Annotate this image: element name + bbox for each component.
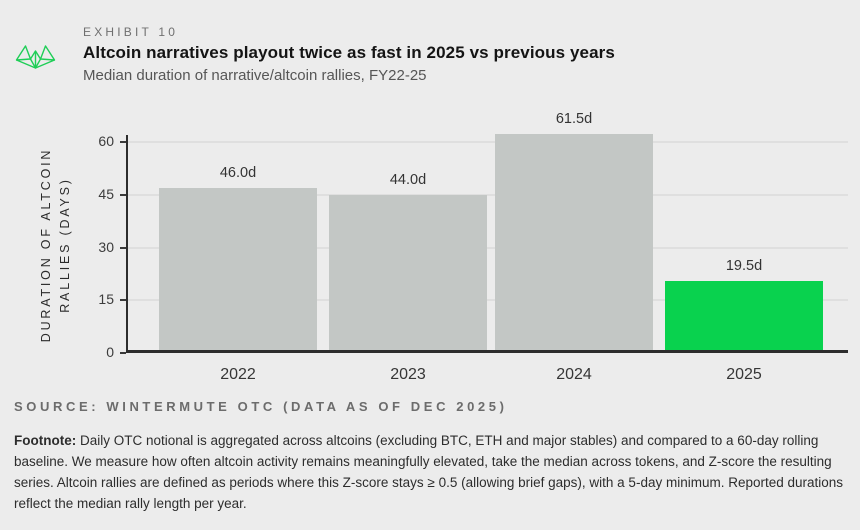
bar-2023 [329, 195, 487, 350]
value-label-2023: 44.0d [389, 172, 427, 189]
y-tick-mark-15 [120, 299, 126, 302]
y-tick-label-45: 45 [98, 185, 114, 202]
bar-2025 [665, 281, 823, 350]
gridline-15 [128, 299, 848, 302]
bar-2022 [159, 188, 317, 350]
footnote: Footnote: Daily OTC notional is aggregat… [14, 430, 848, 514]
value-label-2024: 61.5d [555, 110, 593, 127]
x-label-2025: 2025 [726, 366, 762, 383]
y-tick-mark-60 [120, 141, 126, 143]
gridline-60 [128, 141, 848, 143]
value-label-2025: 19.5d [725, 258, 763, 275]
y-tick-label-0: 0 [106, 344, 114, 360]
y-tick-label-15: 15 [98, 291, 114, 308]
bar-2024 [495, 133, 653, 350]
y-tick-mark-45 [120, 193, 126, 196]
y-tick-mark-0 [120, 352, 126, 354]
footnote-body: Daily OTC notional is aggregated across … [14, 433, 844, 511]
x-label-2024: 2024 [556, 366, 592, 383]
chart-title: Altcoin narratives playout twice as fast… [83, 43, 615, 62]
source-line: SOURCE: WINTERMUTE OTC (DATA AS OF DEC 2… [14, 399, 508, 414]
exhibit-label: EXHIBIT 10 [83, 25, 179, 39]
y-tick-label-30: 30 [98, 238, 114, 255]
plot-area: 0 15 30 45 60 46.0d 2022 44.0d 2023 61.5d 2024 19.5… [98, 111, 848, 383]
y-tick-label-60: 60 [98, 133, 114, 149]
gridline-30 [128, 246, 848, 249]
value-label-2022: 46.0d [219, 165, 257, 182]
x-label-2023: 2023 [390, 366, 426, 383]
chart-subtitle: Median duration of narrative/altcoin ral… [83, 67, 427, 84]
y-axis-title: DURATION OF ALTCOIN RALLIES (DAYS) [39, 147, 72, 343]
wintermute-logo-icon [15, 45, 56, 69]
x-label-2022: 2022 [220, 366, 256, 383]
gridline-45 [128, 193, 848, 196]
footnote-label: Footnote: [14, 433, 77, 448]
y-tick-mark-30 [120, 246, 126, 249]
